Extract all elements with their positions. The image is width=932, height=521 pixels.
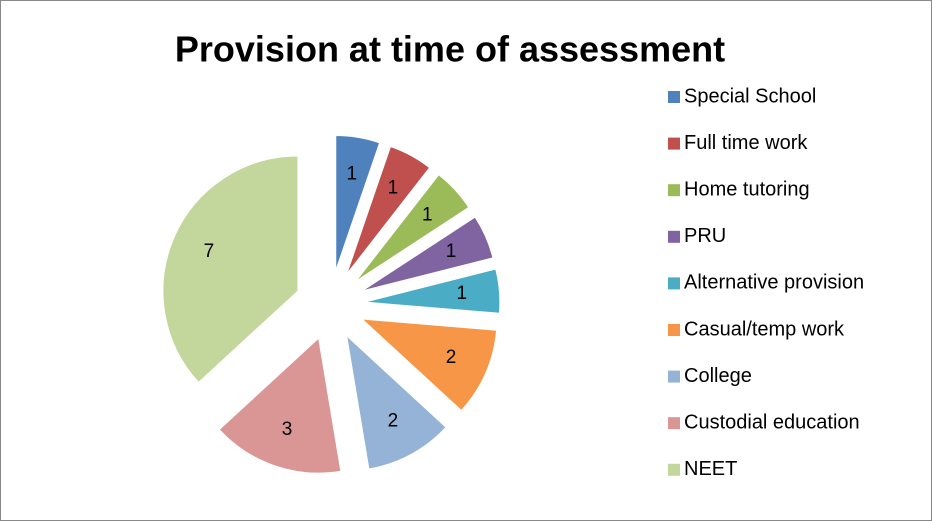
pie-slice [346, 145, 431, 275]
chart-title: Provision at time of assessment [175, 29, 725, 70]
legend-swatch [668, 370, 680, 383]
legend-swatch [668, 137, 680, 150]
data-label: 1 [422, 204, 433, 225]
pie-slice [364, 268, 501, 314]
legend-label: Casual/temp work [684, 318, 845, 340]
legend-swatch [668, 230, 680, 243]
legend-label: Custodial education [684, 411, 860, 433]
legend-label: Home tutoring [684, 178, 810, 200]
legend-swatch [668, 463, 680, 476]
pie-slice [360, 318, 498, 412]
data-label: 3 [282, 419, 293, 440]
legend-label: PRU [684, 225, 726, 247]
pie-slice [162, 155, 299, 384]
data-label: 2 [388, 410, 399, 431]
legend-swatch [668, 417, 680, 430]
data-label: 1 [446, 241, 457, 262]
legend-swatch [668, 324, 680, 336]
legend-label: Special School [684, 85, 816, 107]
legend-swatch [668, 184, 680, 197]
legend-label: NEET [684, 458, 737, 480]
pie-slice [361, 216, 494, 292]
pie-slice [345, 334, 447, 470]
pie-slice [218, 337, 342, 474]
legend-swatch [668, 91, 680, 103]
data-label: 1 [346, 164, 357, 185]
pie-slice [355, 174, 470, 282]
data-label: 1 [456, 283, 467, 304]
legend-label: College [684, 365, 752, 387]
legend-label: Alternative provision [684, 272, 864, 294]
legend-swatch [668, 277, 680, 290]
pie-slice [335, 134, 381, 271]
data-label: 2 [446, 347, 457, 368]
legend-label: Full time work [684, 132, 808, 154]
data-label: 1 [388, 178, 399, 199]
data-label: 7 [204, 241, 215, 262]
